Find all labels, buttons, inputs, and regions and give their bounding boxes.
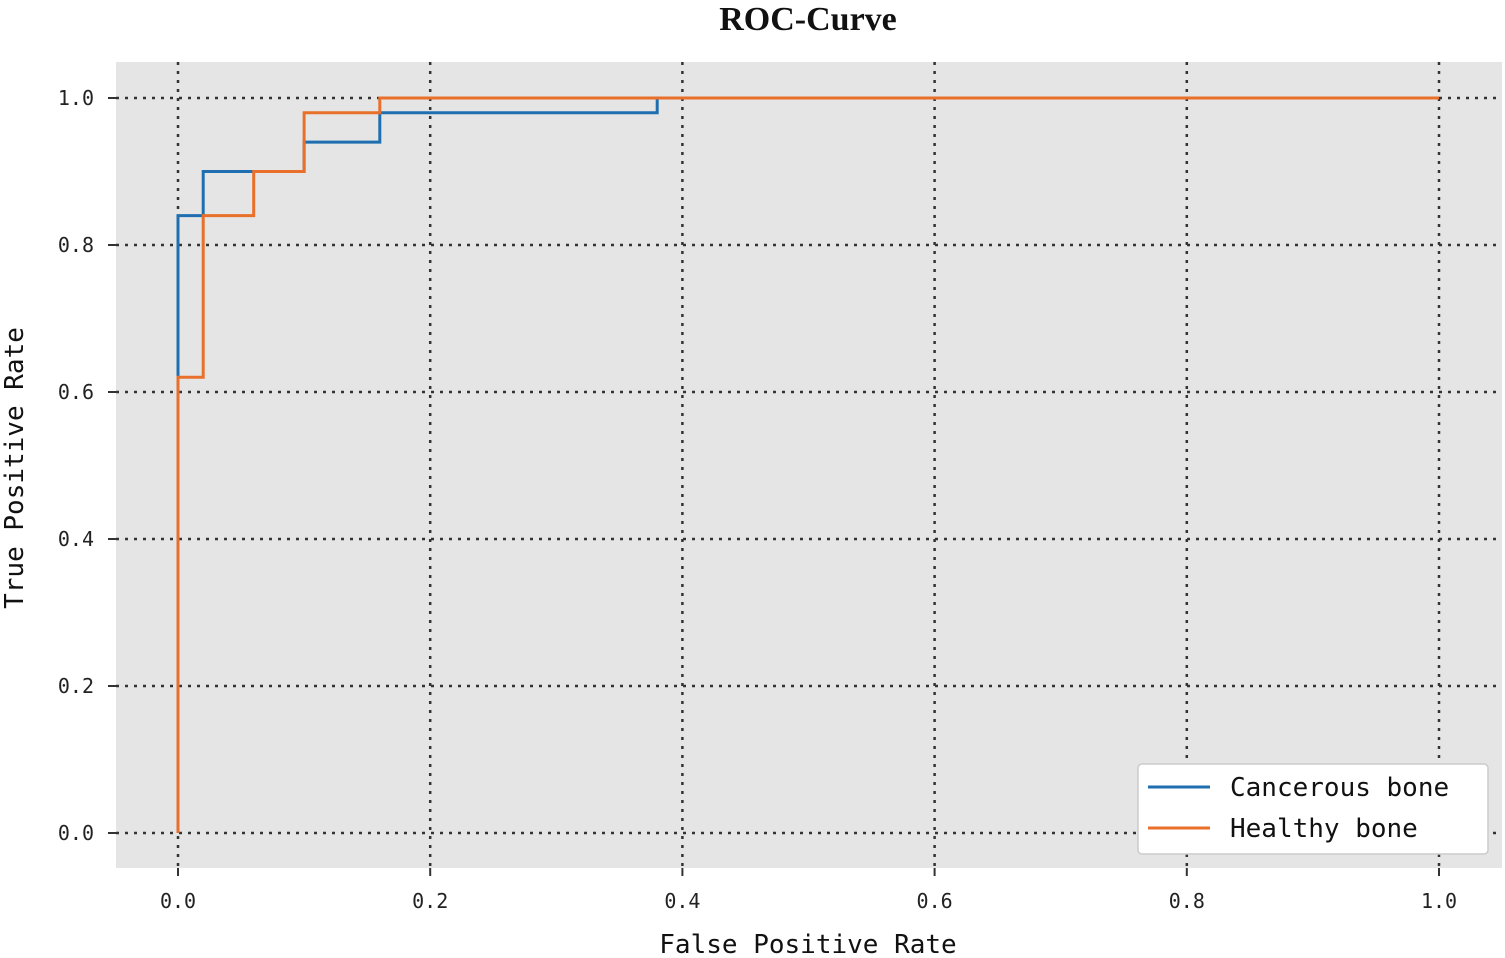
y-tick-label: 0.4: [58, 527, 94, 551]
legend-box: [1137, 763, 1489, 855]
y-tick-label: 0.6: [58, 380, 94, 404]
y-tick-label: 1.0: [58, 86, 94, 110]
legend-label-cancerous: Cancerous bone: [1230, 773, 1449, 803]
x-axis-label: False Positive Rate: [659, 930, 956, 958]
x-tick-label: 0.4: [664, 889, 700, 913]
legend: Cancerous bone Healthy bone: [1137, 763, 1489, 855]
axis-ticks: 0.0 0.2 0.4 0.6 0.8 1.0 0.0 0.2 0.4 0.6 0.8 1.0: [58, 86, 1457, 913]
x-tick-label: 0.6: [917, 889, 953, 913]
series-lines: [176, 96, 1439, 833]
x-tick-label: 1.0: [1421, 889, 1457, 913]
y-axis-label: True Positive Rate: [0, 327, 30, 609]
chart-title: ROC-Curve: [719, 1, 897, 38]
y-tick-label: 0.2: [58, 674, 94, 698]
y-tick-label: 0.8: [58, 233, 94, 257]
x-tick-label: 0.8: [1169, 889, 1205, 913]
x-tick-label: 0.2: [412, 889, 448, 913]
y-tick-label: 0.0: [58, 821, 94, 845]
plot-area: [116, 62, 1502, 868]
legend-label-healthy: Healthy bone: [1230, 814, 1418, 844]
x-tick-label: 0.0: [160, 889, 196, 913]
series-line-healthy-bone: [176, 96, 1439, 833]
